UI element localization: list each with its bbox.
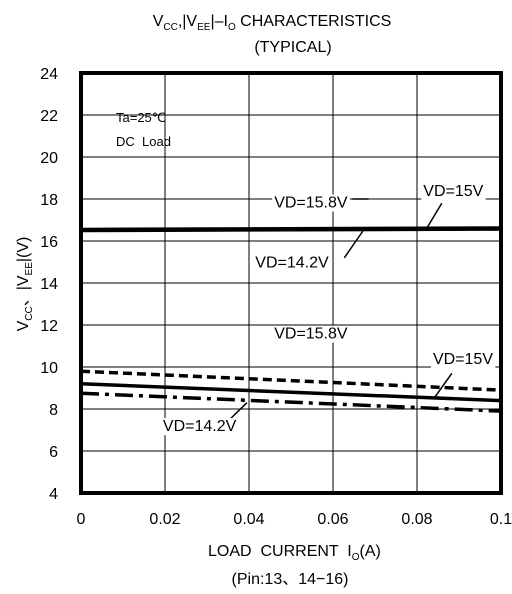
series-line-dashed bbox=[80, 369, 502, 392]
y-tick-label: 18 bbox=[40, 192, 58, 209]
series-label-backing bbox=[160, 418, 239, 436]
leader-line bbox=[229, 402, 248, 421]
y-axis-label: VCC、|VEE|(V) bbox=[15, 237, 35, 332]
series-label-backing bbox=[253, 254, 332, 272]
y-tick-label: 10 bbox=[40, 360, 58, 377]
y-tick-label: 6 bbox=[49, 444, 58, 461]
y-tick-label: 14 bbox=[40, 276, 58, 293]
annotation-load: DC Load bbox=[116, 134, 171, 149]
x-tick-label: 0.04 bbox=[233, 511, 264, 528]
leader-line bbox=[343, 230, 364, 259]
chart-subtitle: (TYPICAL) bbox=[254, 39, 331, 56]
series-label: VD=15V bbox=[433, 351, 493, 368]
leader-lines bbox=[229, 198, 453, 421]
x-tick-label: 0.02 bbox=[149, 511, 180, 528]
y-tick-label: 4 bbox=[49, 486, 58, 503]
series-label-backing bbox=[421, 182, 486, 200]
series-labels: VD=15.8V VD=15V VD=14.2V VD=15.8V VD=15V VD=1… bbox=[160, 182, 496, 436]
y-tick-label: 20 bbox=[40, 150, 58, 167]
x-tick-label: 0 bbox=[77, 511, 86, 528]
series-line-solid bbox=[80, 382, 502, 403]
x-tick-labels: 0 0.02 0.04 0.06 0.08 0.1 bbox=[77, 511, 512, 528]
y-tick-label: 16 bbox=[40, 234, 58, 251]
x-tick-label: 0.1 bbox=[490, 511, 512, 528]
y-tick-label: 12 bbox=[40, 318, 58, 335]
leader-line bbox=[434, 372, 453, 398]
y-tick-label: 8 bbox=[49, 402, 58, 419]
plot-frame bbox=[79, 71, 503, 495]
y-tick-label: 22 bbox=[40, 108, 58, 125]
leader-line bbox=[426, 202, 443, 229]
x-axis-note: (Pin:13、14−16) bbox=[232, 571, 349, 588]
annotation-temperature: Ta=25℃ bbox=[116, 110, 166, 125]
chart-title: VCC,|VEE|–IO CHARACTERISTICS bbox=[153, 13, 392, 33]
series-label-backing bbox=[272, 194, 350, 212]
x-tick-label: 0.08 bbox=[401, 511, 432, 528]
x-tick-label: 0.06 bbox=[317, 511, 348, 528]
series-label: VD=15.8V bbox=[274, 194, 348, 211]
y-tick-label: 24 bbox=[40, 66, 58, 83]
series-label: VD=14.2V bbox=[163, 418, 237, 435]
x-axis-label: LOAD CURRENT IO(A) bbox=[186, 543, 394, 563]
series-label: VD=14.2V bbox=[255, 254, 329, 271]
series-line-dashdot bbox=[80, 391, 502, 413]
series-label-backing bbox=[272, 325, 350, 343]
series-line-dashed bbox=[80, 227, 502, 232]
series-label-backing bbox=[430, 350, 496, 368]
series-label: VD=15.8V bbox=[274, 326, 348, 343]
series-label: VD=15V bbox=[423, 183, 483, 200]
series-layer bbox=[80, 226, 502, 413]
y-tick-labels: 4 6 8 10 12 14 16 18 20 22 24 bbox=[40, 66, 58, 503]
